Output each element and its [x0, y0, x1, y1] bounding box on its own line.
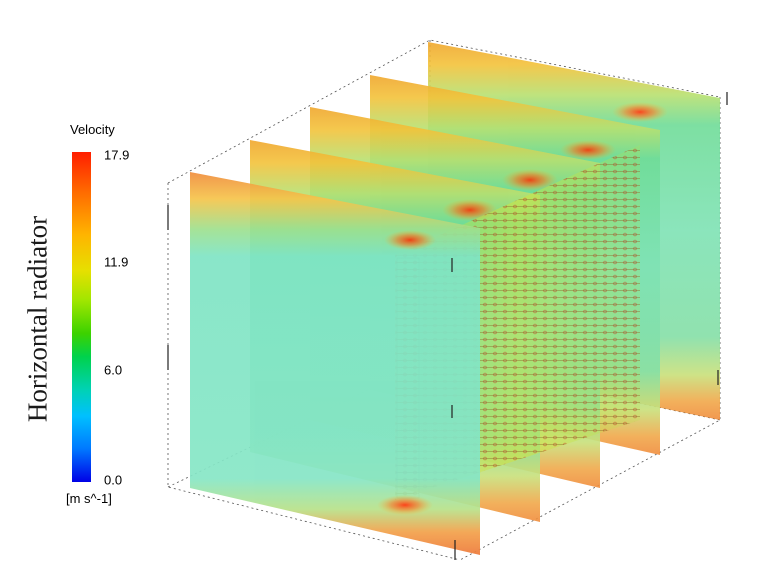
legend-unit: [m s^-1]	[66, 491, 112, 506]
velocity-colorbar	[72, 152, 91, 482]
legend-tick-max: 17.9	[104, 147, 130, 163]
legend-tick-min: 0.0	[104, 472, 123, 488]
legend-title: Velocity	[70, 122, 115, 137]
frame-tick-marks	[167, 92, 728, 560]
legend-tick-upper: 11.9	[104, 254, 129, 270]
legend-tick-lower: 6.0	[104, 362, 123, 378]
velocity-plane-1	[190, 172, 480, 555]
